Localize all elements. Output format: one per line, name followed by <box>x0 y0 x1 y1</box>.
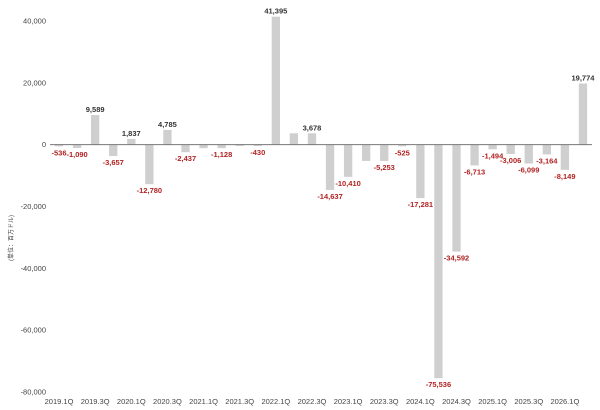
data-label: -6,099 <box>518 166 539 175</box>
bar <box>145 144 154 185</box>
data-label: -5,253 <box>374 163 395 172</box>
y-tick-label: 20,000 <box>23 78 46 87</box>
data-label: -75,536 <box>426 380 451 389</box>
x-tick-label: 2022.3Q <box>298 397 327 406</box>
y-tick-label: 40,000 <box>23 17 46 26</box>
bar <box>72 144 82 149</box>
data-label: -1,494 <box>482 151 504 160</box>
bar <box>163 129 172 145</box>
y-axis-label-group: (単位：百万ドル) <box>7 215 15 261</box>
y-tick-label: -20,000 <box>21 202 46 211</box>
x-tick-label: 2026.1Q <box>551 397 580 406</box>
data-label: -536 <box>52 148 67 157</box>
bar <box>434 144 443 379</box>
x-tick-label: 2025.3Q <box>514 397 543 406</box>
x-tick-label: 2024.3Q <box>442 397 471 406</box>
bar <box>91 115 100 145</box>
bar <box>362 144 371 161</box>
bar <box>235 144 244 146</box>
bar <box>109 144 118 156</box>
bar <box>398 144 407 147</box>
data-label: -17,281 <box>408 200 433 209</box>
bar <box>271 16 280 145</box>
y-axis-label: (単位：百万ドル) <box>7 215 15 261</box>
data-label: -14,637 <box>317 192 342 201</box>
x-tick-label: 2021.3Q <box>225 397 254 406</box>
bar <box>199 144 208 149</box>
data-label: 19,774 <box>571 74 595 83</box>
data-label: -1,128 <box>211 150 232 159</box>
bar <box>325 144 335 190</box>
data-label: -34,592 <box>444 254 469 263</box>
bar <box>452 144 461 252</box>
bar <box>380 144 389 161</box>
data-labels: -536 -1,090 9,589 -3,657 1,837 -12,780 4,785 -2… <box>52 7 596 390</box>
x-tick-label: 2023.3Q <box>370 397 399 406</box>
data-label: -2,437 <box>175 154 196 163</box>
data-label: -6,713 <box>464 167 485 176</box>
data-label: -3,657 <box>103 158 124 167</box>
data-label: 4,785 <box>158 120 177 129</box>
bar <box>578 83 588 145</box>
data-label: 1,837 <box>122 129 141 138</box>
bar <box>253 144 262 146</box>
bar <box>488 144 497 150</box>
bar <box>54 144 64 147</box>
data-label: 41,395 <box>264 7 287 16</box>
bar <box>416 144 425 199</box>
data-label: -8,149 <box>554 172 575 181</box>
x-tick-label: 2024.1Q <box>406 397 435 406</box>
y-tick-label: -60,000 <box>21 326 46 335</box>
bar <box>560 144 570 170</box>
y-tick-label: -40,000 <box>21 264 46 273</box>
x-tick-label: 2021.1Q <box>189 397 218 406</box>
data-label: -3,164 <box>536 156 558 165</box>
data-label: 9,589 <box>86 105 105 114</box>
bar <box>470 144 479 166</box>
x-tick-label: 2020.1Q <box>117 397 146 406</box>
x-tick-label: 2025.1Q <box>478 397 507 406</box>
bar <box>542 144 551 155</box>
bar <box>506 144 515 154</box>
data-label: -525 <box>395 148 410 157</box>
data-label: -430 <box>250 148 265 157</box>
bar <box>524 144 533 164</box>
x-axis-ticks: 2019.1Q 2019.3Q 2020.1Q 2020.3Q 2021.1Q 2021.… <box>45 397 580 406</box>
x-tick-label: 2020.3Q <box>153 397 182 406</box>
data-label: -12,780 <box>137 186 162 195</box>
bar <box>181 144 190 153</box>
data-label: 3,678 <box>303 123 322 132</box>
x-tick-label: 2019.3Q <box>81 397 110 406</box>
bar <box>289 133 299 145</box>
data-label: -10,410 <box>335 179 360 188</box>
bars <box>54 16 588 379</box>
data-label: -3,006 <box>500 156 521 165</box>
y-tick-label: 0 <box>42 140 46 149</box>
y-axis-ticks: -80,000 -60,000 -40,000 -20,000 0 20,000 40,00… <box>21 17 46 397</box>
y-tick-label: -80,000 <box>21 388 46 397</box>
x-tick-label: 2022.1Q <box>261 397 290 406</box>
bar <box>217 144 226 149</box>
bar <box>127 138 136 145</box>
data-label: -1,090 <box>66 150 87 159</box>
x-tick-label: 2023.1Q <box>334 397 363 406</box>
bar <box>307 133 317 145</box>
x-tick-label: 2019.1Q <box>45 397 74 406</box>
bar <box>343 144 353 177</box>
